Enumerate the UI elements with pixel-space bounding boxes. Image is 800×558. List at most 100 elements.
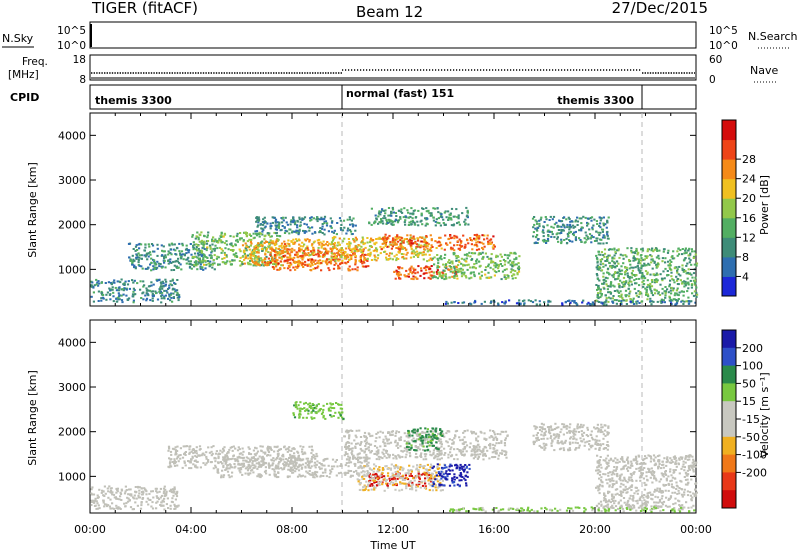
range-cell bbox=[343, 227, 345, 229]
range-cell bbox=[662, 270, 664, 272]
range-cell bbox=[563, 230, 565, 232]
range-cell bbox=[247, 258, 249, 260]
range-cell bbox=[376, 447, 378, 449]
range-cell bbox=[173, 269, 175, 271]
range-cell bbox=[664, 277, 666, 279]
range-cell bbox=[638, 296, 640, 298]
range-cell bbox=[370, 238, 372, 240]
range-cell bbox=[173, 492, 175, 494]
range-cell bbox=[459, 224, 461, 226]
range-cell bbox=[603, 288, 605, 290]
range-cell bbox=[354, 250, 356, 252]
range-cell bbox=[598, 301, 600, 303]
range-cell bbox=[569, 240, 571, 242]
range-cell bbox=[132, 508, 134, 510]
range-cell bbox=[682, 303, 684, 305]
range-cell bbox=[260, 227, 262, 229]
range-cell bbox=[91, 282, 93, 284]
range-cell bbox=[199, 449, 201, 451]
range-cell bbox=[547, 301, 549, 303]
range-cell bbox=[409, 243, 411, 245]
range-cell bbox=[201, 267, 203, 269]
range-cell bbox=[107, 488, 109, 490]
range-cell bbox=[156, 280, 158, 282]
range-cell bbox=[479, 252, 481, 254]
range-cell bbox=[139, 289, 141, 291]
range-cell bbox=[125, 486, 127, 488]
range-cell bbox=[287, 448, 289, 450]
range-cell bbox=[165, 290, 167, 292]
range-cell bbox=[639, 291, 641, 293]
range-cell bbox=[199, 234, 201, 236]
range-cell bbox=[612, 285, 614, 287]
range-cell bbox=[233, 455, 235, 457]
range-cell bbox=[549, 301, 551, 303]
range-cell bbox=[606, 231, 608, 233]
range-cell bbox=[605, 283, 607, 285]
range-cell bbox=[294, 448, 296, 450]
range-cell bbox=[171, 301, 173, 303]
range-cell bbox=[425, 254, 427, 256]
range-cell bbox=[457, 264, 459, 266]
range-cell bbox=[388, 258, 390, 260]
range-cell bbox=[223, 236, 225, 238]
range-cell bbox=[511, 269, 513, 271]
range-cell bbox=[322, 256, 324, 258]
range-cell bbox=[132, 282, 134, 284]
range-cell bbox=[396, 430, 398, 432]
range-cell bbox=[501, 453, 503, 455]
range-cell bbox=[238, 446, 240, 448]
range-cell bbox=[684, 270, 686, 272]
range-cell bbox=[459, 248, 461, 250]
range-cell bbox=[207, 240, 209, 242]
nsky-rtick-bottom: 10^0 bbox=[709, 40, 738, 52]
range-cell bbox=[515, 258, 517, 260]
range-cell bbox=[358, 245, 360, 247]
range-cell bbox=[576, 217, 578, 219]
range-cell bbox=[395, 278, 397, 280]
range-cell bbox=[165, 284, 167, 286]
range-cell bbox=[185, 454, 187, 456]
range-cell bbox=[549, 219, 551, 221]
date-title: 27/Dec/2015 bbox=[612, 0, 708, 17]
range-cell bbox=[578, 237, 580, 239]
range-cell bbox=[292, 217, 294, 219]
range-cell bbox=[602, 243, 604, 245]
range-cell bbox=[261, 250, 263, 252]
range-cell bbox=[364, 445, 366, 447]
range-cell bbox=[228, 474, 230, 476]
range-cell bbox=[316, 460, 318, 462]
range-cell bbox=[454, 435, 456, 437]
range-cell bbox=[337, 265, 339, 267]
range-cell bbox=[606, 220, 608, 222]
range-cell bbox=[176, 279, 178, 281]
range-cell bbox=[198, 254, 200, 256]
range-cell bbox=[158, 291, 160, 293]
range-cell bbox=[215, 466, 217, 468]
range-cell bbox=[350, 430, 352, 432]
range-cell bbox=[420, 270, 422, 272]
range-cell bbox=[395, 219, 397, 221]
range-cell bbox=[178, 460, 180, 462]
freq-tick-bottom: 8 bbox=[79, 74, 86, 86]
range-cell bbox=[355, 470, 357, 472]
range-cell bbox=[571, 220, 573, 222]
velocity-data bbox=[90, 401, 698, 513]
range-cell bbox=[287, 240, 289, 242]
range-cell bbox=[580, 217, 582, 219]
range-cell bbox=[676, 280, 678, 282]
range-cell bbox=[661, 292, 663, 294]
range-cell bbox=[293, 457, 295, 459]
range-cell bbox=[466, 239, 468, 241]
range-cell bbox=[314, 476, 316, 478]
range-cell bbox=[352, 238, 354, 240]
range-cell bbox=[152, 490, 154, 492]
range-cell bbox=[613, 248, 615, 250]
range-cell bbox=[261, 248, 263, 250]
range-cell bbox=[336, 459, 338, 461]
range-cell bbox=[296, 224, 298, 226]
range-cell bbox=[396, 270, 398, 272]
range-cell bbox=[176, 247, 178, 249]
range-cell bbox=[371, 450, 373, 452]
range-cell bbox=[316, 267, 318, 269]
